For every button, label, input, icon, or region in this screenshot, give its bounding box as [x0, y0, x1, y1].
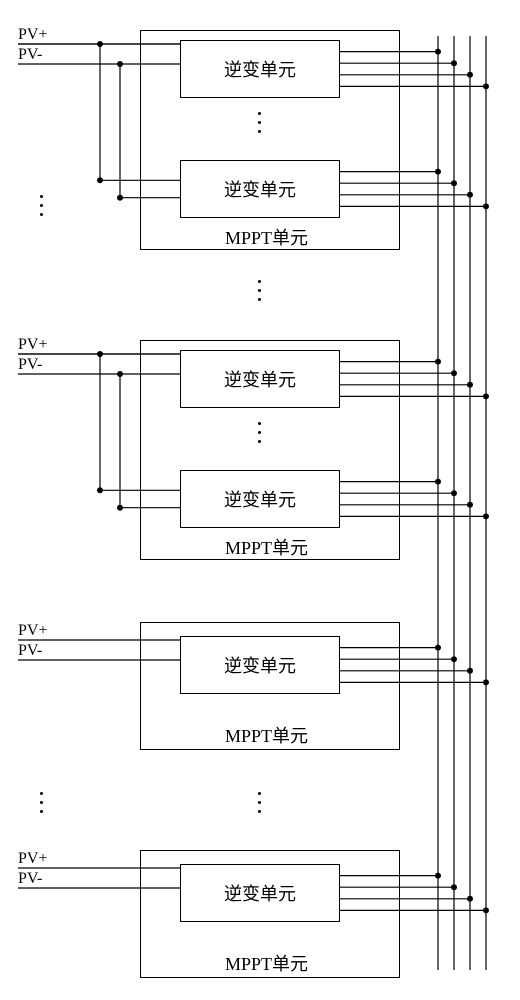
pv-minus-label: PV- — [18, 46, 42, 64]
diagram-canvas: MPPT单元逆变单元逆变单元PV+PV-MPPT单元逆变单元逆变单元PV+PV-… — [0, 0, 520, 1000]
pv-plus-label: PV+ — [18, 336, 47, 354]
ellipsis-vertical — [40, 195, 43, 216]
pv-plus-label: PV+ — [18, 26, 47, 44]
pv-minus-label: PV- — [18, 870, 42, 888]
inverter-unit: 逆变单元 — [180, 636, 340, 694]
inverter-unit: 逆变单元 — [180, 470, 340, 528]
inverter-unit: 逆变单元 — [180, 160, 340, 218]
inverter-unit: 逆变单元 — [180, 864, 340, 922]
mppt-label: MPPT单元 — [225, 224, 308, 250]
pv-minus-label: PV- — [18, 356, 42, 374]
mppt-label: MPPT单元 — [225, 722, 308, 748]
mppt-label: MPPT单元 — [225, 950, 308, 976]
inverter-unit: 逆变单元 — [180, 350, 340, 408]
ellipsis-vertical — [40, 792, 43, 813]
ellipsis-vertical — [258, 112, 261, 133]
ellipsis-vertical — [258, 792, 261, 813]
ellipsis-vertical — [258, 280, 261, 301]
pv-plus-label: PV+ — [18, 622, 47, 640]
mppt-label: MPPT单元 — [225, 534, 308, 560]
inverter-unit: 逆变单元 — [180, 40, 340, 98]
pv-minus-label: PV- — [18, 642, 42, 660]
ellipsis-vertical — [258, 422, 261, 443]
pv-plus-label: PV+ — [18, 850, 47, 868]
